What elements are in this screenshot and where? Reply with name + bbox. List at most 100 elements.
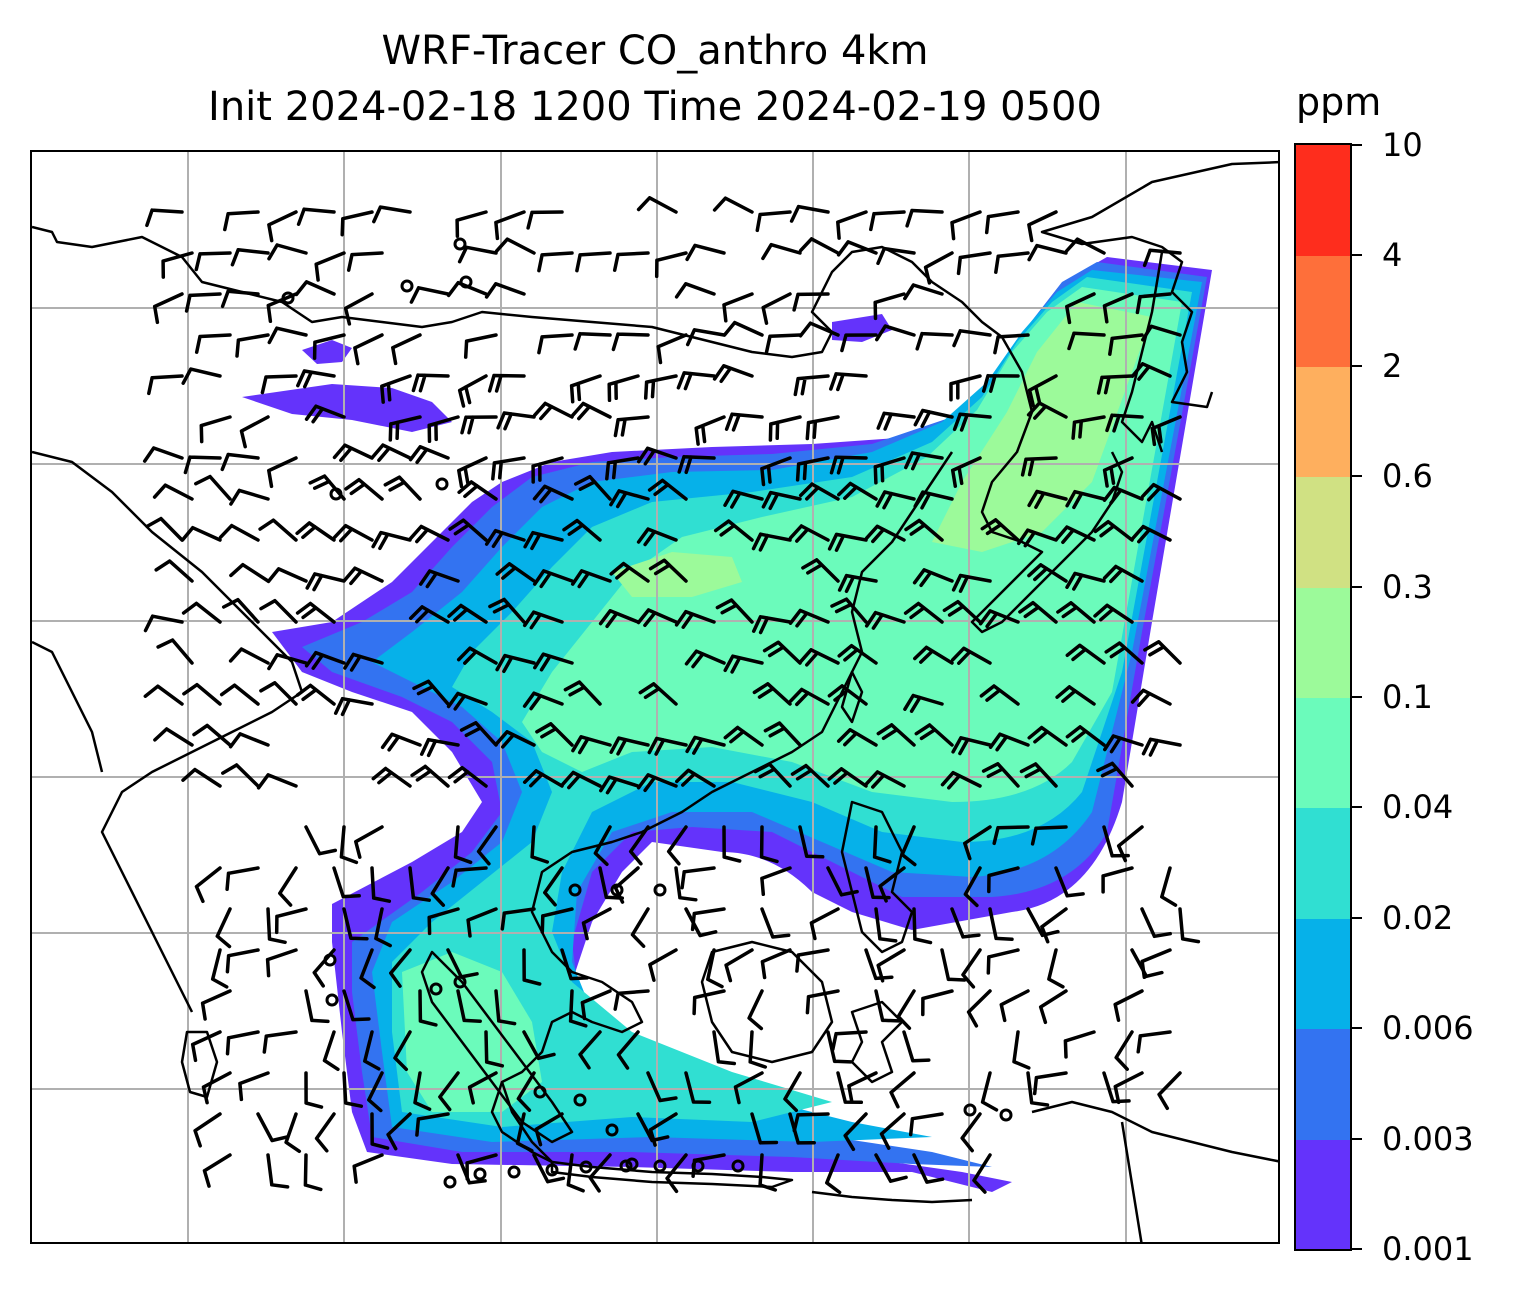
wind-barb xyxy=(457,245,498,264)
wind-barb xyxy=(913,645,954,665)
wind-barb xyxy=(1143,640,1182,665)
colorbar-segment xyxy=(1296,1028,1350,1140)
wind-barb xyxy=(648,948,678,982)
wind-barb xyxy=(238,1071,270,1102)
wind-barb xyxy=(419,737,460,758)
calm-wind-marker xyxy=(325,993,339,1007)
wind-barb xyxy=(491,456,526,481)
wind-barb xyxy=(980,1071,999,1112)
wind-barb xyxy=(522,769,564,788)
wind-barb xyxy=(864,948,894,981)
wind-barb xyxy=(180,525,222,542)
wind-barb xyxy=(762,640,802,665)
wind-barb xyxy=(522,610,564,630)
wind-barb xyxy=(467,1071,498,1105)
coastline-south-asia xyxy=(32,450,304,1013)
wind-barb xyxy=(312,333,346,360)
wind-barb xyxy=(210,948,229,989)
wind-barb xyxy=(374,907,392,948)
wind-barb xyxy=(921,989,954,1017)
wind-barbs xyxy=(142,196,1201,1195)
calm-wind-marker xyxy=(435,477,449,491)
wind-barb xyxy=(763,721,802,747)
tracer-concentration-field xyxy=(242,257,1212,1192)
calm-wind-marker xyxy=(459,275,473,289)
wind-barb xyxy=(408,445,450,465)
wind-barb xyxy=(874,907,898,943)
wind-barb xyxy=(876,948,906,983)
wind-barb xyxy=(805,989,840,1015)
wind-barb xyxy=(537,251,574,273)
wind-barb xyxy=(685,243,726,262)
wind-barb xyxy=(219,683,260,706)
calm-wind-marker xyxy=(691,1159,705,1173)
wind-barb xyxy=(563,680,602,706)
wind-barb xyxy=(647,736,688,756)
wind-barb xyxy=(532,484,574,504)
wind-barb xyxy=(346,251,384,272)
coastline-borneo xyxy=(700,940,834,1064)
colorbar-tick-label: 0.3 xyxy=(1382,567,1433,606)
wind-barb xyxy=(199,415,232,444)
wind-barb xyxy=(522,948,542,986)
colorbar-unit-label: ppm xyxy=(1296,80,1382,124)
wind-barb xyxy=(515,1112,534,1153)
wind-barb xyxy=(654,251,688,279)
wind-barb xyxy=(826,1030,853,1064)
wind-barb xyxy=(267,456,298,489)
wind-barb xyxy=(1065,489,1106,510)
wind-barb xyxy=(963,866,982,908)
wind-barb xyxy=(798,648,840,667)
wind-barb xyxy=(193,1112,222,1148)
wind-barb xyxy=(380,374,412,404)
wind-barb xyxy=(1140,482,1182,502)
wind-barb xyxy=(267,653,308,671)
wind-barb xyxy=(1141,324,1182,342)
wind-barb xyxy=(332,443,374,463)
wind-barb xyxy=(304,650,346,670)
wind-barb xyxy=(488,597,526,624)
wind-barb xyxy=(266,1153,290,1189)
wind-barb xyxy=(1102,456,1134,488)
wind-barb xyxy=(1040,907,1068,944)
coastline-new-guinea xyxy=(1031,1100,1278,1242)
wind-barb xyxy=(636,527,678,547)
wind-barb xyxy=(952,329,992,348)
wind-barb xyxy=(371,766,412,788)
wind-barb xyxy=(874,1153,908,1183)
wind-barb xyxy=(370,1112,390,1150)
wind-barb xyxy=(706,948,724,989)
calm-wind-marker xyxy=(429,982,443,996)
coastline-malay-peninsula xyxy=(490,1081,553,1164)
wind-barb xyxy=(418,989,438,1027)
colorbar-segment xyxy=(1296,365,1350,478)
wind-barb xyxy=(876,246,916,266)
colorbar-segment xyxy=(1296,1138,1350,1249)
wind-barb xyxy=(836,728,878,747)
wind-barb xyxy=(942,599,982,624)
colorbar-tick-label: 0.006 xyxy=(1382,1009,1474,1048)
wind-barb xyxy=(1135,292,1172,315)
wind-barb xyxy=(665,1153,688,1194)
colorbar-tick-mark xyxy=(1352,254,1362,257)
calm-wind-marker xyxy=(619,1159,633,1173)
wind-barb xyxy=(220,289,260,309)
wind-barb xyxy=(636,773,678,793)
coastline-philippines xyxy=(840,800,914,954)
wind-barb xyxy=(993,333,1030,355)
colorbar-tick-mark xyxy=(1352,696,1362,698)
wind-barb xyxy=(1032,1071,1068,1096)
wind-barb xyxy=(145,516,184,542)
wind-barb xyxy=(761,242,802,261)
wind-barb xyxy=(788,687,830,707)
wind-barb xyxy=(259,598,298,624)
coastline-northeast-asia xyxy=(1040,160,1278,409)
wind-barb xyxy=(760,456,792,487)
wind-barb xyxy=(986,948,1020,975)
wind-barb xyxy=(1093,519,1134,542)
wind-barb xyxy=(1101,866,1134,894)
wind-barb xyxy=(952,412,992,432)
wind-barb xyxy=(864,610,906,630)
wind-barb xyxy=(636,608,678,628)
wind-barb xyxy=(988,732,1030,752)
